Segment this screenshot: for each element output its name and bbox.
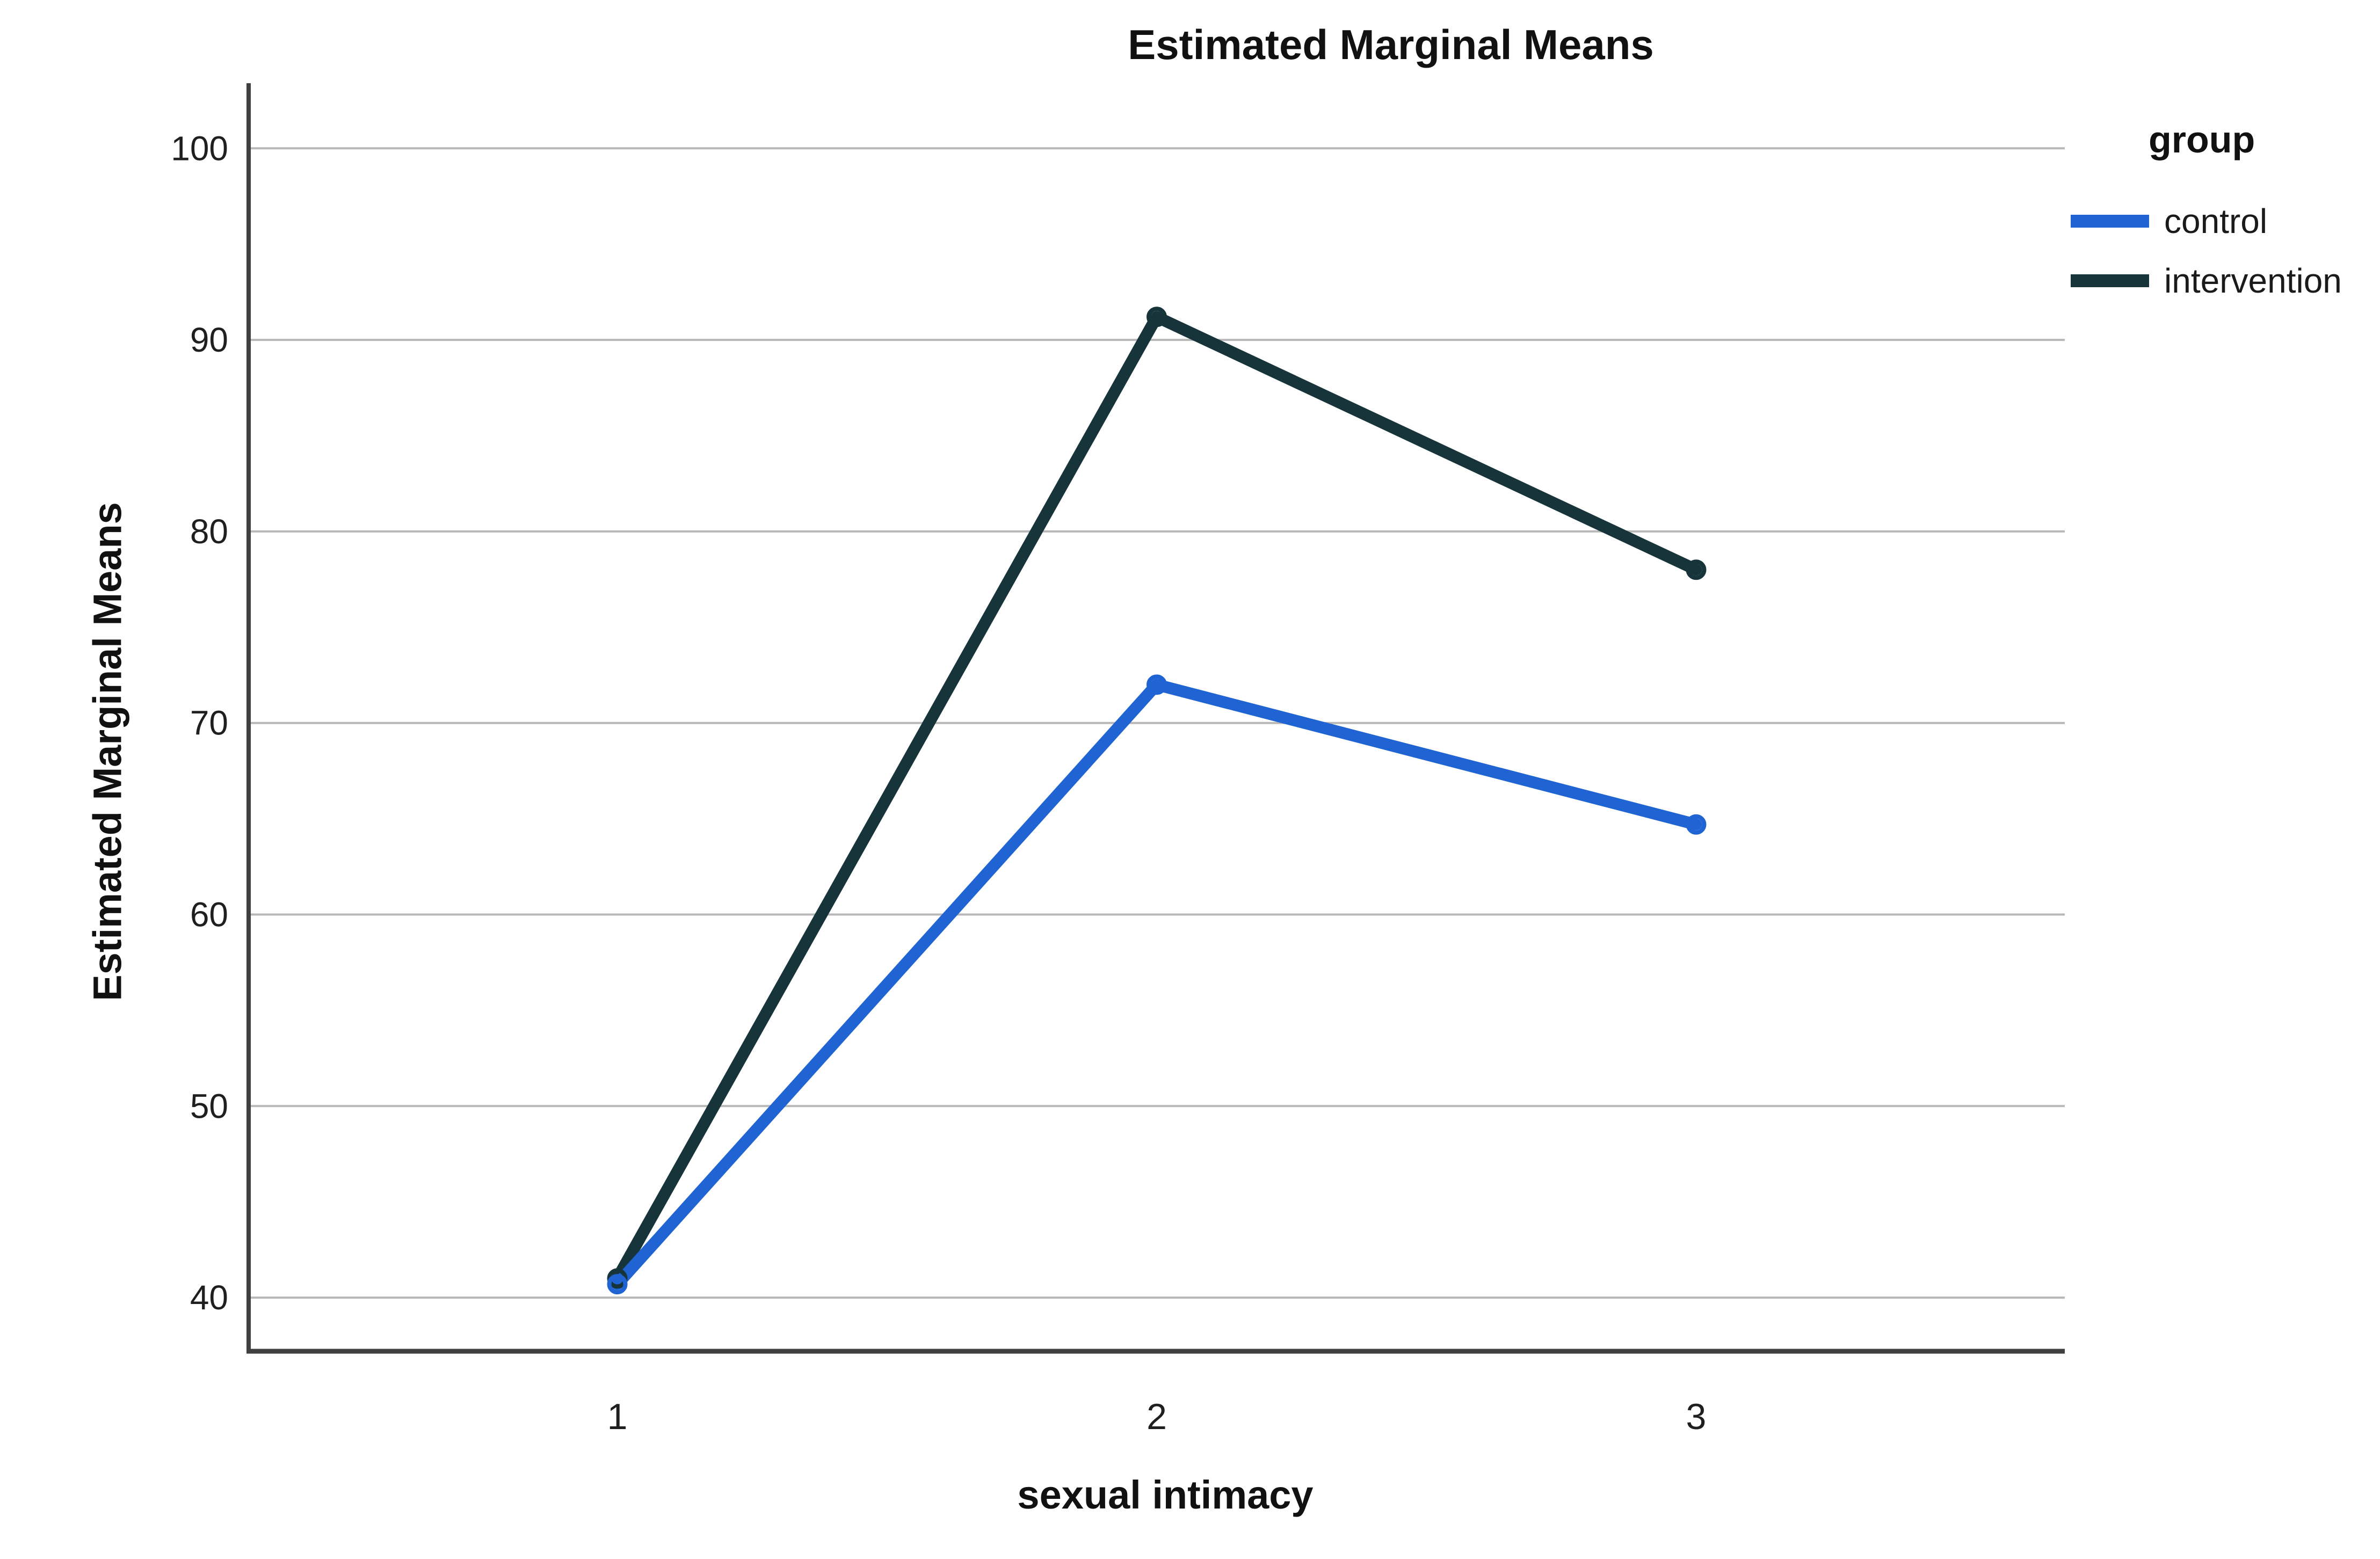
- legend-item-label: control: [2164, 202, 2268, 241]
- y-tick-label: 70: [190, 704, 228, 742]
- x-tick-label: 3: [1686, 1396, 1707, 1437]
- legend-item-control: control: [2071, 202, 2380, 241]
- y-tick-label: 100: [171, 129, 228, 167]
- y-tick-label: 50: [190, 1087, 228, 1125]
- control-line: [611, 679, 1702, 1291]
- legend: group control intervention: [2071, 117, 2380, 300]
- x-tick-label: 2: [1147, 1396, 1167, 1437]
- legend-item-intervention: intervention: [2071, 261, 2380, 300]
- chart-title: Estimated Marginal Means: [1128, 21, 1654, 68]
- control-line-swatch: [2071, 215, 2149, 228]
- y-tick-label: 60: [190, 895, 228, 934]
- y-tick-label: 80: [190, 512, 228, 551]
- control-marker: [607, 1274, 628, 1295]
- x-tick-label: 1: [607, 1396, 628, 1437]
- intervention-marker: [1147, 307, 1167, 327]
- y-tick-label: 40: [190, 1278, 228, 1317]
- intervention-line: [611, 311, 1702, 1285]
- legend-title: group: [2149, 119, 2255, 161]
- control-marker: [1686, 814, 1707, 835]
- intervention-marker: [1686, 559, 1707, 580]
- control-marker: [1147, 674, 1167, 695]
- legend-item-label: intervention: [2164, 261, 2342, 300]
- x-axis-title: sexual intimacy: [1017, 1473, 1314, 1517]
- y-tick-label: 90: [190, 320, 228, 359]
- intervention-line-swatch: [2071, 274, 2149, 287]
